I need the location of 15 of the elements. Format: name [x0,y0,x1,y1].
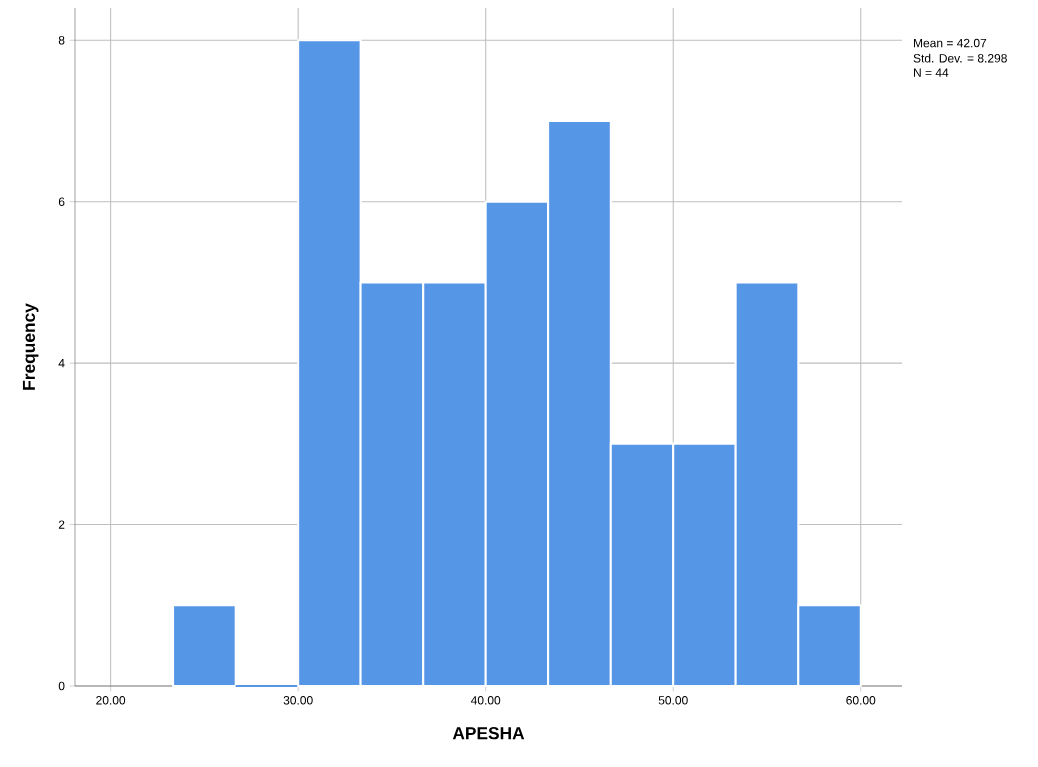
text: N = 44 [914,68,949,77]
y-tick-label: 2 [58,520,65,529]
y-axis-title: Frequency [22,303,39,390]
text: Mean = 42.07 [914,38,987,48]
x-tick-label: 60.00 [846,696,876,705]
x-tick-label: 50.00 [658,696,688,705]
x-tick-label: 40.00 [470,696,501,705]
y-tick-label: 6 [58,197,65,206]
y-tick-label: 0 [58,681,65,691]
x-tick-label: 30.00 [283,696,313,705]
x-tick-label: 20.00 [96,696,126,705]
y-tick-label: 4 [58,359,65,368]
text: Std. Dev. = 8.298 [913,53,1007,63]
x-axis-title: APESHA [452,727,525,740]
y-tick-label: 8 [58,36,65,45]
